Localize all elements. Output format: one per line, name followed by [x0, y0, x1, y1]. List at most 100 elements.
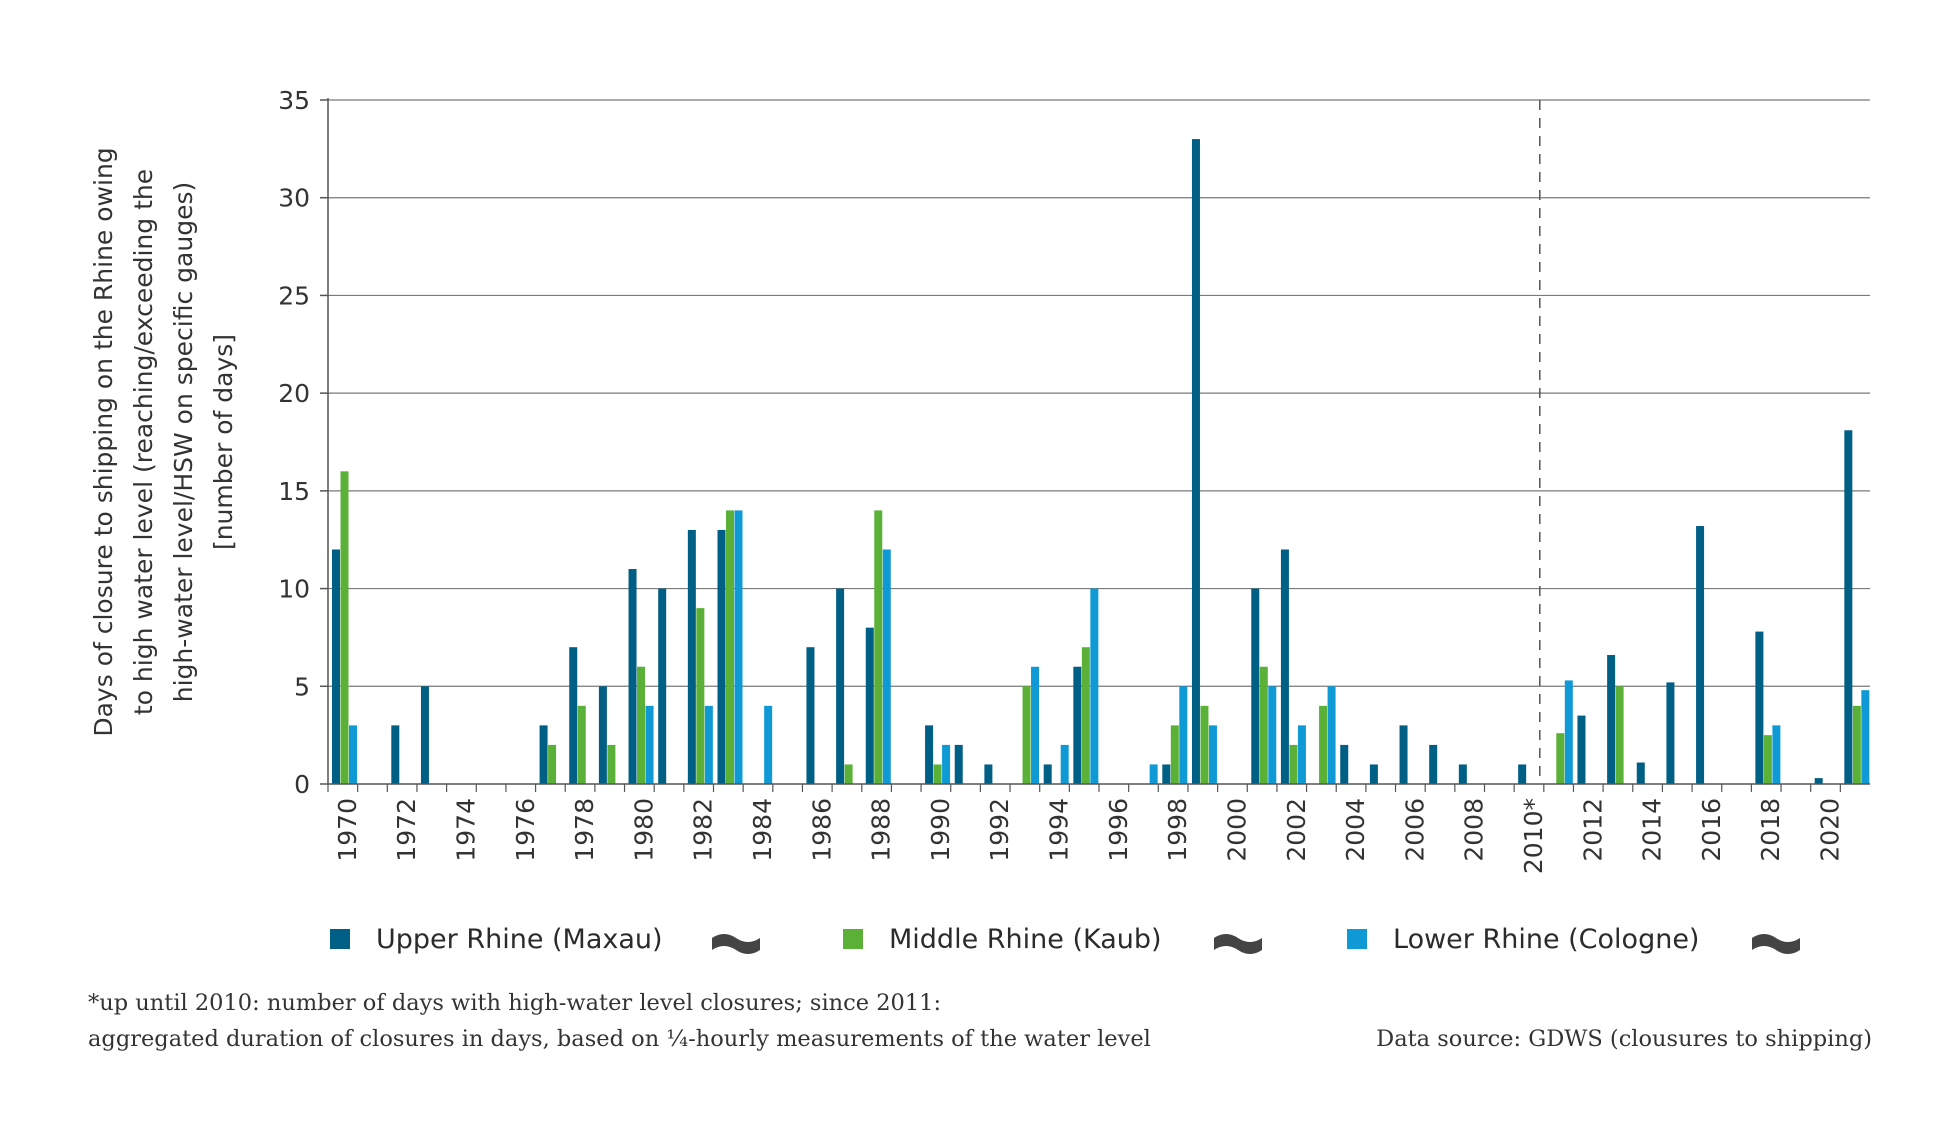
bar-middle-1988 — [874, 510, 883, 784]
bar-upper-1999 — [1191, 139, 1200, 785]
bar-upper-1987 — [836, 588, 845, 784]
axes — [327, 98, 1870, 785]
x-tick-label-1970: 1970 — [333, 798, 362, 862]
bar-upper-2014 — [1636, 762, 1645, 784]
bar-upper-1977 — [539, 725, 548, 784]
x-tick-label-2020: 2020 — [1816, 798, 1845, 862]
x-tick-label-2018: 2018 — [1756, 798, 1785, 862]
legend: Upper Rhine (Maxau) Middle Rhine (Kaub) Lo… — [330, 924, 1800, 955]
legend-swatch-1 — [330, 929, 350, 949]
bar-lower-1984 — [764, 705, 773, 784]
bar-middle-2021 — [1852, 705, 1861, 784]
bar-middle-1978 — [577, 705, 586, 784]
bar-middle-1970 — [340, 471, 349, 784]
bar-upper-2010 — [1518, 764, 1527, 784]
bar-middle-2003 — [1319, 705, 1328, 784]
bar-upper-1990 — [925, 725, 934, 784]
bar-upper-1991 — [954, 744, 963, 784]
y-tick-label-35: 35 — [278, 86, 310, 115]
bar-lower-1995 — [1090, 588, 1099, 784]
x-tick-label-1972: 1972 — [392, 798, 421, 862]
y-tick-label-20: 20 — [278, 379, 310, 408]
bar-upper-1983 — [717, 529, 726, 784]
bar-lower-1997 — [1149, 764, 1158, 784]
data-source: Data source: GDWS (clousures to shipping… — [1376, 1026, 1872, 1052]
legend-swatch-3 — [1347, 929, 1367, 949]
y-tick-label-0: 0 — [294, 770, 310, 799]
bar-middle-1979 — [607, 744, 616, 784]
bar-upper-2006 — [1399, 725, 1408, 784]
bar-middle-1999 — [1200, 705, 1209, 784]
x-tick-label-1996: 1996 — [1104, 798, 1133, 862]
y-tick-label-15: 15 — [278, 477, 310, 506]
footnote-line-1: *up until 2010: number of days with high… — [88, 990, 942, 1016]
bar-middle-1990 — [933, 764, 942, 784]
bar-upper-1978 — [569, 647, 578, 784]
bar-lower-2021 — [1861, 690, 1870, 784]
bar-upper-1992 — [984, 764, 993, 784]
water-level-wave-icon — [712, 934, 760, 954]
bar-lower-2011 — [1564, 680, 1573, 784]
x-tick-label-2014: 2014 — [1638, 798, 1667, 862]
bar-upper-1995 — [1073, 666, 1082, 784]
bar-lower-1980 — [645, 705, 654, 784]
bar-upper-2016 — [1696, 526, 1705, 784]
x-tick-label-1974: 1974 — [451, 798, 480, 862]
bar-lower-1999 — [1208, 725, 1217, 784]
y-tick-label-25: 25 — [278, 281, 310, 310]
bar-middle-2018 — [1763, 735, 1772, 784]
gridlines — [328, 99, 1870, 687]
x-tick-label-1984: 1984 — [748, 798, 777, 862]
bar-lower-1998 — [1179, 686, 1188, 784]
bar-upper-2007 — [1429, 744, 1438, 784]
x-tick-label-2002: 2002 — [1282, 798, 1311, 862]
bar-middle-1995 — [1081, 647, 1090, 784]
bar-upper-2001 — [1251, 588, 1260, 784]
bar-lower-1994 — [1060, 744, 1069, 784]
bar-upper-1982 — [687, 529, 696, 784]
bar-upper-2012 — [1577, 715, 1586, 784]
legend-swatch-2 — [843, 929, 863, 949]
bar-middle-1987 — [844, 764, 853, 784]
bar-upper-2013 — [1607, 655, 1616, 784]
y-axis-ticks: 0 5 10 15 20 25 30 35 — [278, 86, 328, 799]
footnote-line-2: aggregated duration of closures in days,… — [88, 1026, 1151, 1052]
bar-upper-1998 — [1162, 764, 1171, 784]
x-tick-label-2012: 2012 — [1578, 798, 1607, 862]
x-tick-label-2016: 2016 — [1697, 798, 1726, 862]
bar-middle-1983 — [726, 510, 734, 784]
bar-upper-1970 — [332, 549, 340, 784]
bar-middle-2002 — [1289, 744, 1298, 784]
bar-middle-1993 — [1022, 686, 1031, 784]
bar-lower-2001 — [1268, 686, 1277, 784]
bar-middle-2011 — [1556, 733, 1565, 784]
bar-upper-2004 — [1340, 744, 1349, 784]
bar-upper-1988 — [865, 627, 874, 784]
y-axis-title-line-3: high-water level/HSW on specific gauges) — [169, 182, 198, 702]
legend-label-1: Upper Rhine (Maxau) — [376, 924, 663, 955]
y-axis-title-line-2: to high water level (reaching/exceeding … — [129, 169, 158, 715]
bar-upper-1979 — [598, 686, 607, 784]
bar-upper-2021 — [1844, 430, 1853, 784]
bar-lower-1993 — [1031, 666, 1040, 784]
water-level-wave-icon — [1752, 934, 1800, 954]
x-tick-label-1990: 1990 — [926, 798, 955, 862]
x-tick-label-1980: 1980 — [629, 798, 658, 862]
legend-label-2: Middle Rhine (Kaub) — [889, 924, 1162, 955]
x-tick-label-1992: 1992 — [985, 798, 1014, 862]
y-tick-label-30: 30 — [278, 184, 310, 213]
bar-upper-2005 — [1369, 764, 1378, 784]
x-tick-label-1988: 1988 — [867, 798, 896, 862]
x-tick-label-1994: 1994 — [1045, 798, 1074, 862]
bar-middle-1982 — [696, 608, 705, 784]
legend-label-3: Lower Rhine (Cologne) — [1393, 924, 1699, 955]
bar-upper-1981 — [658, 588, 667, 784]
bar-middle-2013 — [1615, 686, 1624, 784]
bar-upper-2015 — [1666, 682, 1675, 784]
bar-lower-1983 — [734, 510, 743, 784]
bar-lower-2002 — [1297, 725, 1306, 784]
bar-lower-2003 — [1327, 686, 1336, 784]
bar-lower-2018 — [1772, 725, 1781, 784]
x-tick-label-2006: 2006 — [1400, 798, 1429, 862]
